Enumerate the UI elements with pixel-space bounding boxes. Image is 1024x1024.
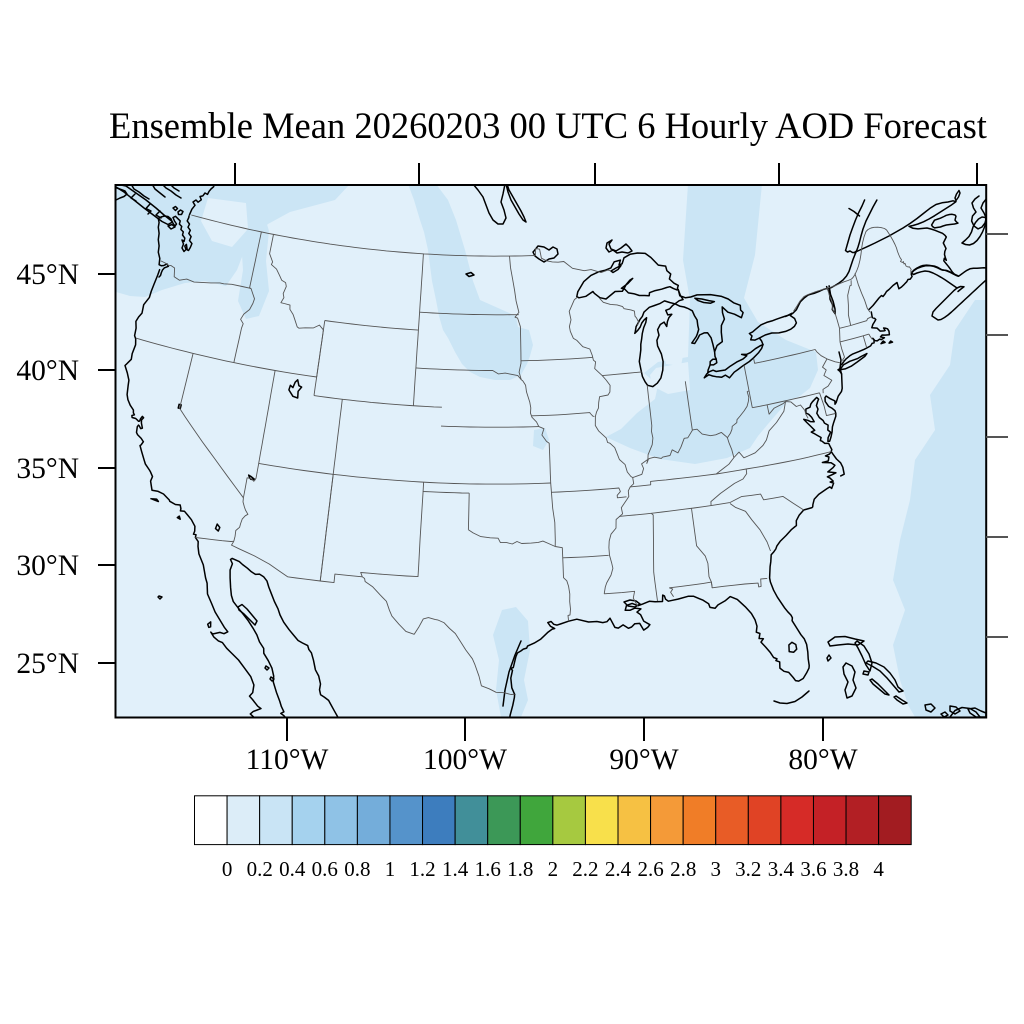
svg-text:1.4: 1.4 bbox=[442, 857, 469, 881]
svg-text:0.8: 0.8 bbox=[344, 857, 370, 881]
svg-text:90°W: 90°W bbox=[609, 744, 678, 776]
svg-text:45°N: 45°N bbox=[16, 259, 79, 291]
svg-text:2: 2 bbox=[548, 857, 559, 881]
svg-text:0.6: 0.6 bbox=[312, 857, 338, 881]
svg-text:3: 3 bbox=[710, 857, 721, 881]
svg-text:1.8: 1.8 bbox=[507, 857, 533, 881]
svg-text:3.8: 3.8 bbox=[833, 857, 859, 881]
svg-text:35°N: 35°N bbox=[16, 453, 79, 485]
svg-text:3.6: 3.6 bbox=[800, 857, 826, 881]
svg-text:40°N: 40°N bbox=[16, 355, 79, 387]
svg-text:1: 1 bbox=[385, 857, 396, 881]
svg-text:2.8: 2.8 bbox=[670, 857, 696, 881]
svg-text:0.2: 0.2 bbox=[247, 857, 273, 881]
svg-text:2.4: 2.4 bbox=[605, 857, 632, 881]
svg-text:4: 4 bbox=[873, 857, 884, 881]
svg-text:2.6: 2.6 bbox=[637, 857, 663, 881]
svg-text:100°W: 100°W bbox=[423, 744, 507, 776]
svg-text:0: 0 bbox=[222, 857, 233, 881]
svg-text:2.2: 2.2 bbox=[572, 857, 598, 881]
svg-text:0.4: 0.4 bbox=[279, 857, 306, 881]
svg-text:Ensemble Mean 20260203 00 UTC: Ensemble Mean 20260203 00 UTC 6 Hourly A… bbox=[109, 105, 987, 146]
svg-text:3.4: 3.4 bbox=[768, 857, 795, 881]
svg-text:30°N: 30°N bbox=[16, 550, 79, 582]
svg-text:25°N: 25°N bbox=[16, 648, 79, 680]
svg-text:1.6: 1.6 bbox=[475, 857, 501, 881]
svg-text:80°W: 80°W bbox=[788, 744, 857, 776]
svg-text:110°W: 110°W bbox=[246, 744, 329, 776]
svg-text:3.2: 3.2 bbox=[735, 857, 761, 881]
svg-text:1.2: 1.2 bbox=[409, 857, 435, 881]
